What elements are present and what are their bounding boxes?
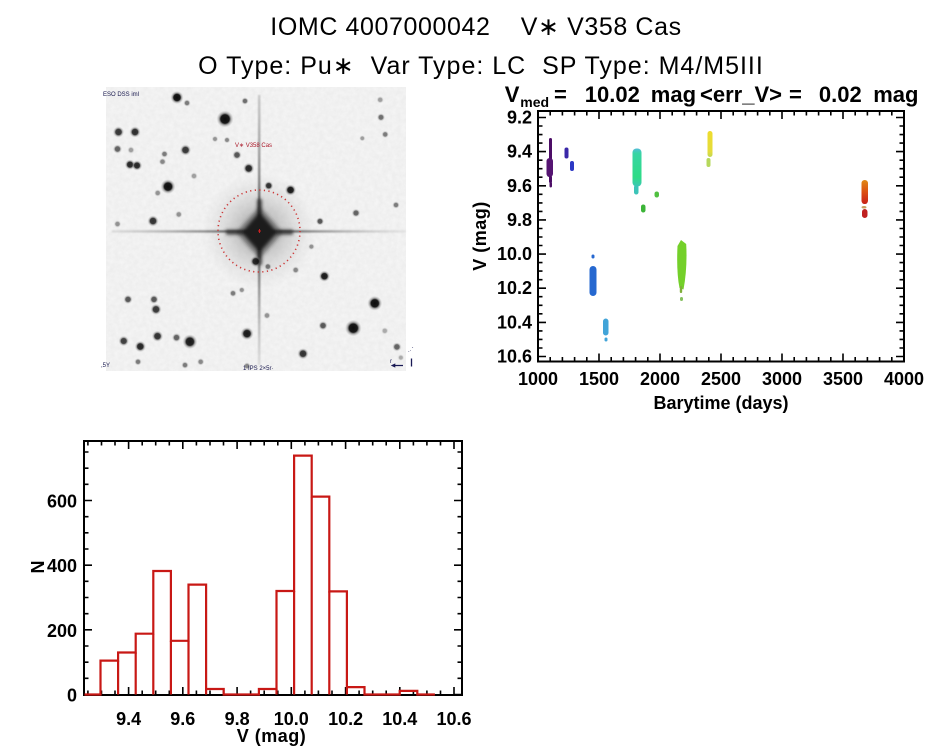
svg-text:N: N: [28, 561, 48, 574]
svg-text:2500: 2500: [701, 369, 741, 389]
svg-text:V (mag): V (mag): [237, 726, 307, 746]
svg-text:9.6: 9.6: [170, 709, 195, 729]
svg-text:mag: mag: [873, 82, 918, 107]
svg-text:ESO DSS iml: ESO DSS iml: [103, 92, 139, 98]
svg-text:10.4: 10.4: [497, 312, 532, 332]
svg-text:=: =: [789, 82, 802, 107]
svg-text:4000: 4000: [884, 369, 924, 389]
svg-text:0.02: 0.02: [819, 82, 862, 107]
svg-text:1000: 1000: [518, 369, 558, 389]
svg-text:9.4: 9.4: [116, 709, 141, 729]
svg-text:med: med: [520, 94, 549, 110]
svg-text:,5Y: ,5Y: [101, 363, 110, 369]
svg-text:V∗ V358 Cas: V∗ V358 Cas: [235, 143, 272, 149]
svg-text:2000: 2000: [640, 369, 680, 389]
svg-text:10.4: 10.4: [382, 709, 417, 729]
svg-text:10.2: 10.2: [328, 709, 363, 729]
svg-text:9.6: 9.6: [507, 176, 532, 196]
svg-text:Barytime (days): Barytime (days): [653, 393, 788, 413]
svg-text:10.6: 10.6: [497, 347, 532, 367]
svg-text:=: =: [554, 82, 567, 107]
svg-text:0: 0: [67, 686, 77, 706]
svg-text:mag: mag: [651, 82, 696, 107]
svg-text:9.4: 9.4: [507, 142, 532, 162]
svg-text:200: 200: [47, 621, 77, 641]
svg-text:600: 600: [47, 492, 77, 512]
svg-text:10.2: 10.2: [497, 278, 532, 298]
svg-text:.·`: .·`: [408, 348, 414, 354]
svg-text:10.0: 10.0: [274, 709, 309, 729]
svg-text:10.02: 10.02: [585, 82, 640, 107]
svg-text:1500: 1500: [579, 369, 619, 389]
svg-text:400: 400: [47, 556, 77, 576]
svg-text:r: r: [390, 359, 392, 365]
svg-text:10.0: 10.0: [497, 244, 532, 264]
svg-text:9.8: 9.8: [507, 210, 532, 230]
svg-text:10.6: 10.6: [436, 709, 471, 729]
svg-text:V: V: [505, 82, 520, 107]
svg-text:<err_V>: <err_V>: [700, 82, 782, 107]
svg-text:V (mag): V (mag): [470, 201, 490, 271]
svg-text:9.8: 9.8: [225, 709, 250, 729]
svg-text:1 IPS 2×5r·: 1 IPS 2×5r·: [243, 366, 274, 372]
svg-text:3500: 3500: [823, 369, 863, 389]
svg-text:9.2: 9.2: [507, 108, 532, 128]
svg-text:3000: 3000: [762, 369, 802, 389]
